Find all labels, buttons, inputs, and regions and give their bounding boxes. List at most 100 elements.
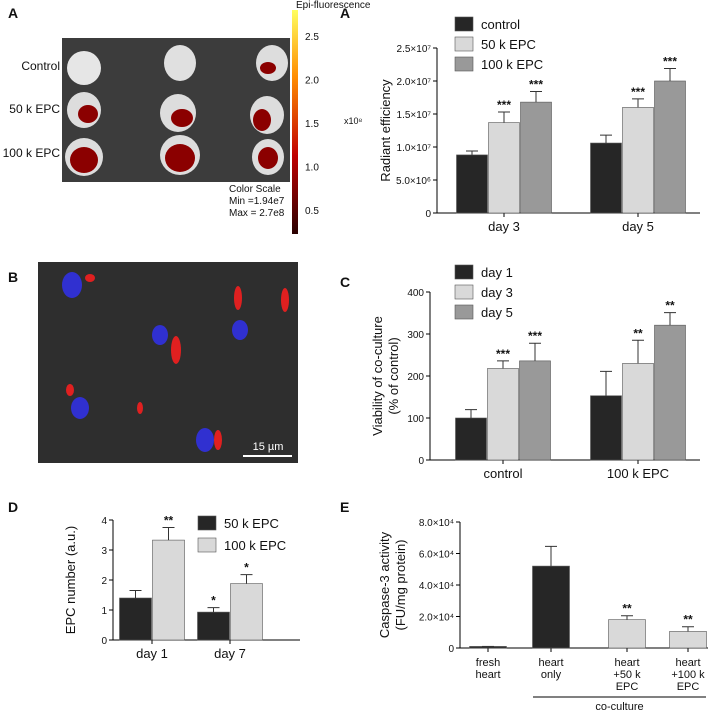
legend-swatch (454, 36, 474, 52)
y-axis-label: Caspase-3 activity (377, 531, 392, 638)
legend-swatch (197, 515, 217, 531)
error-bar (632, 339, 644, 364)
significance: *** (663, 54, 677, 68)
panel-letter: C (340, 274, 350, 290)
bar (119, 597, 152, 641)
error-bar (529, 342, 541, 361)
panel-letter: A (8, 5, 18, 21)
y-tick-label: 1 (101, 606, 107, 617)
legend-label: 50 k EPC (481, 37, 536, 52)
group-label: co-culture (595, 701, 643, 713)
bar (622, 363, 654, 461)
y-tick-label: 300 (407, 330, 424, 341)
y-axis-label: (% of control) (386, 337, 401, 414)
error-bar (240, 574, 253, 584)
bar (197, 611, 230, 641)
y-tick-label: 1.0×10⁷ (397, 143, 432, 154)
error-bar (465, 409, 477, 418)
row-label: 100 k EPC (3, 146, 61, 160)
error-bar (545, 545, 557, 567)
scale-tick: 2.0 (305, 76, 319, 87)
y-tick-label: 8.0×10⁴ (419, 518, 454, 529)
significance: *** (528, 329, 542, 343)
cells (62, 272, 289, 452)
bar (520, 101, 552, 214)
y-tick-label: 100 (407, 414, 424, 425)
error-bar (497, 360, 509, 369)
y-axis-label: EPC number (a.u.) (63, 526, 78, 634)
x-tick-label: day 3 (488, 219, 520, 234)
error-bar (682, 626, 694, 632)
bar (608, 619, 646, 649)
scale-tick: 1.5 (305, 119, 319, 130)
row-label: Control (21, 59, 60, 73)
bar (487, 368, 519, 461)
y-tick-label: 0 (448, 644, 454, 655)
x-tick-label: fresh heart (475, 657, 500, 681)
legend-label: control (481, 17, 520, 32)
color-scale (292, 10, 298, 234)
significance: ** (633, 326, 643, 340)
y-tick-label: 2.0×10⁷ (397, 77, 432, 88)
y-tick-label: 0 (418, 456, 424, 467)
bar (590, 395, 622, 461)
panel-letter: E (340, 499, 349, 515)
error-bar (207, 607, 220, 613)
bar (532, 565, 570, 649)
y-tick-label: 0 (425, 209, 431, 220)
scale-note: Color Scale (229, 184, 281, 195)
error-bar (466, 150, 478, 155)
panel-letter: A (340, 5, 350, 21)
bar (654, 80, 686, 214)
legend-label: 100 k EPC (224, 538, 286, 553)
bar (590, 142, 622, 214)
y-tick-label: 4.0×10⁴ (419, 581, 454, 592)
error-bar (129, 590, 142, 598)
significance: * (211, 594, 216, 608)
bar (654, 324, 686, 461)
error-bar (498, 111, 510, 123)
legend-label: day 5 (481, 305, 513, 320)
error-bar (600, 370, 612, 396)
scale-title: Epi-fluorescence (296, 0, 371, 11)
y-axis-label: Viability of co-culture (370, 316, 385, 436)
scale-tick: 0.5 (305, 206, 319, 217)
significance: ** (622, 602, 632, 616)
y-tick-label: 2.0×10⁴ (419, 613, 454, 624)
error-bar (530, 91, 542, 103)
bar (230, 583, 263, 641)
bar (669, 631, 707, 649)
bar (456, 154, 488, 214)
legend-swatch (454, 264, 474, 280)
error-bar (600, 134, 612, 144)
legend-swatch (197, 537, 217, 553)
scale-unit: x10⁸ (344, 116, 363, 126)
legend-swatch (454, 284, 474, 300)
legend-swatch (454, 304, 474, 320)
y-tick-label: 2.5×10⁷ (397, 44, 432, 55)
y-tick-label: 0 (101, 636, 107, 647)
error-bar (664, 312, 676, 326)
y-tick-label: 200 (407, 372, 424, 383)
y-tick-label: 1.5×10⁷ (397, 110, 432, 121)
significance: ** (164, 514, 174, 528)
significance: * (244, 561, 249, 575)
error-bar (664, 67, 676, 81)
significance: *** (497, 98, 511, 112)
significance: ** (683, 613, 693, 627)
y-tick-label: 400 (407, 288, 424, 299)
x-tick-label: day 7 (214, 646, 246, 661)
significance: *** (496, 347, 510, 361)
error-bar (632, 98, 644, 108)
microscopy-image (38, 262, 298, 463)
scale-note: Min =1.94e7 (229, 196, 285, 207)
scale-tick: 1.0 (305, 163, 319, 174)
y-tick-label: 2 (101, 576, 107, 587)
legend-swatch (454, 56, 474, 72)
error-bar (162, 527, 175, 541)
scale-bar-label: 15 µm (253, 441, 284, 453)
legend-label: day 1 (481, 265, 513, 280)
x-tick-label: 100 k EPC (607, 466, 669, 481)
bar (622, 107, 654, 214)
row-label: 50 k EPC (9, 102, 60, 116)
